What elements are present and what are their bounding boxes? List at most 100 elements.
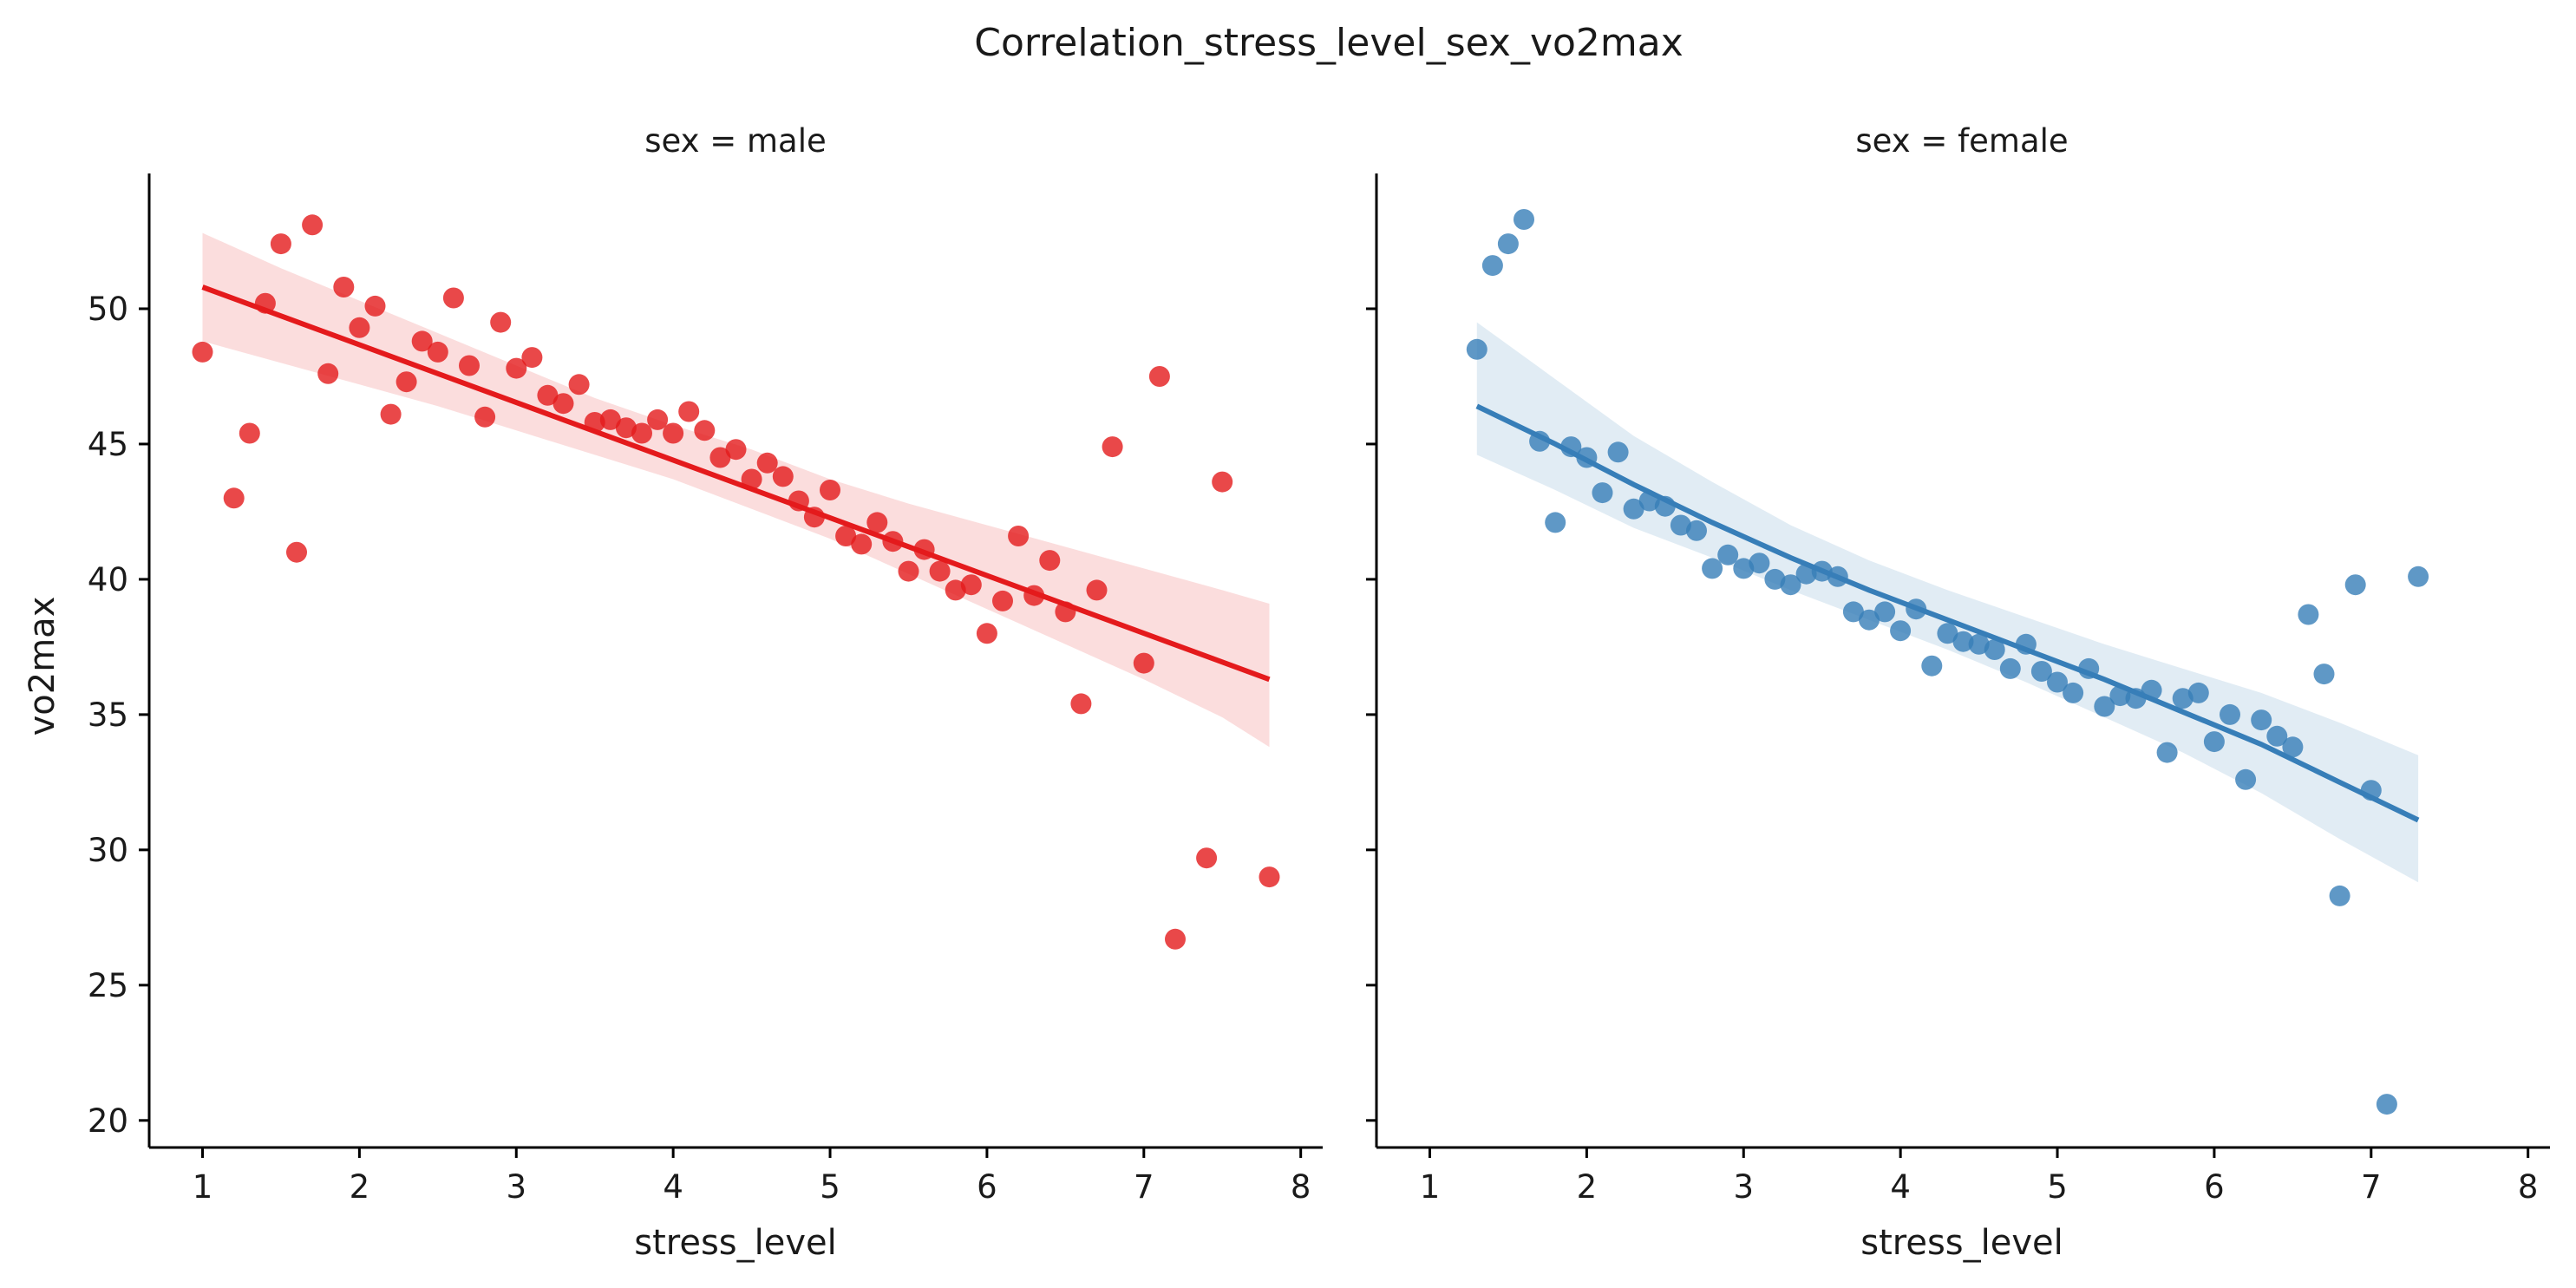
data-point-male (396, 371, 417, 393)
data-point-male (1196, 847, 1218, 869)
x-tick-label-female: 3 (1733, 1168, 1754, 1206)
y-tick-label: 25 (88, 967, 128, 1004)
data-point-female (1859, 609, 1880, 631)
chart-title: Correlation_stress_level_sex_vo2max (974, 21, 1684, 65)
data-point-female (2030, 661, 2052, 682)
data-point-male (929, 560, 951, 582)
data-point-female (2344, 574, 2366, 596)
data-point-male (694, 420, 716, 441)
data-point-male (599, 409, 621, 430)
data-point-male (866, 512, 888, 533)
x-tick-label-female: 1 (1420, 1168, 1441, 1206)
data-point-male (1165, 928, 1186, 950)
data-point-female (1623, 498, 1644, 520)
x-axis-label-male: stress_level (634, 1223, 837, 1263)
x-tick-label-male: 5 (820, 1168, 840, 1206)
data-point-female (1952, 631, 1974, 652)
data-point-male (427, 341, 448, 363)
x-tick-label-female: 7 (2361, 1168, 2382, 1206)
data-point-female (1514, 209, 1534, 230)
data-point-female (2282, 736, 2304, 758)
data-point-female (2063, 682, 2084, 703)
data-point-female (1497, 233, 1519, 255)
data-point-male (411, 330, 433, 352)
data-point-male (678, 401, 700, 422)
data-point-male (1070, 693, 1092, 715)
data-point-male (756, 452, 778, 474)
data-point-male (725, 439, 747, 461)
x-tick-label-male: 1 (193, 1168, 213, 1206)
data-point-female (1717, 544, 1739, 566)
data-point-male (239, 422, 260, 444)
data-point-male (898, 560, 919, 582)
x-tick-label-male: 8 (1291, 1168, 1311, 1206)
x-tick-label-male: 4 (663, 1168, 683, 1206)
data-point-male (835, 526, 857, 546)
data-point-male (1133, 652, 1154, 674)
data-point-male (270, 233, 291, 255)
data-point-female (2094, 696, 2115, 717)
data-point-male (506, 357, 527, 379)
data-point-female (1481, 255, 1503, 277)
data-point-female (1921, 655, 1943, 677)
data-point-male (992, 590, 1013, 611)
y-tick-label: 20 (88, 1102, 128, 1140)
data-point-female (1874, 601, 1896, 623)
data-point-female (1702, 558, 1723, 579)
data-point-male (945, 579, 966, 601)
x-tick-label-male: 3 (506, 1168, 526, 1206)
x-axis-label-female: stress_level (1860, 1223, 2063, 1263)
data-point-male (552, 393, 574, 415)
data-point-female (1670, 514, 1691, 536)
data-point-female (1686, 520, 1707, 541)
x-tick-label-male: 6 (977, 1168, 997, 1206)
data-point-female (2298, 604, 2319, 625)
data-point-male (960, 574, 982, 596)
data-point-female (1968, 633, 1990, 655)
data-point-male (442, 287, 464, 309)
data-point-male (490, 311, 512, 333)
data-point-male (459, 355, 480, 376)
data-point-male (333, 277, 355, 297)
facet-title-male: sex = male (644, 122, 827, 160)
data-point-female (2251, 709, 2272, 731)
data-point-female (2220, 703, 2240, 725)
data-point-male (286, 541, 307, 563)
x-tick-label-female: 8 (2518, 1168, 2539, 1206)
data-point-male (631, 422, 652, 444)
data-point-female (1842, 601, 1864, 623)
data-point-female (2329, 885, 2350, 906)
x-tick-label-male: 2 (350, 1168, 370, 1206)
data-point-male (521, 347, 543, 369)
data-point-male (851, 533, 873, 555)
data-point-female (1607, 441, 1629, 463)
data-point-female (2203, 731, 2225, 753)
data-point-female (2187, 682, 2209, 703)
y-tick-label: 30 (88, 832, 128, 869)
data-point-female (1545, 512, 1566, 533)
confidence-band-male (202, 232, 1270, 748)
y-tick-label: 50 (88, 291, 128, 328)
data-point-female (2313, 664, 2335, 685)
data-point-female (2376, 1094, 2397, 1115)
data-point-male (192, 341, 213, 363)
facet-title-female: sex = female (1855, 122, 2068, 160)
data-point-male (647, 409, 669, 430)
data-point-male (1148, 366, 1170, 387)
facet-female: sex = female stress_level 1 2 3 4 5 6 7 8 (1366, 122, 2550, 1263)
data-point-female (1984, 639, 2005, 660)
data-point-male (1102, 436, 1123, 458)
data-point-male (1259, 866, 1280, 888)
data-point-female (1890, 620, 1912, 642)
data-point-female (1733, 558, 1755, 579)
data-point-male (349, 317, 370, 338)
data-point-female (1780, 574, 1801, 596)
data-point-male (1212, 471, 1233, 493)
data-point-female (2156, 742, 2178, 763)
data-point-male (615, 417, 637, 439)
regression-line-female (1475, 403, 2420, 823)
confidence-band-female (1476, 322, 2419, 883)
data-point-male (364, 295, 386, 317)
y-tick-label: 40 (88, 561, 128, 598)
data-point-female (2266, 725, 2288, 747)
